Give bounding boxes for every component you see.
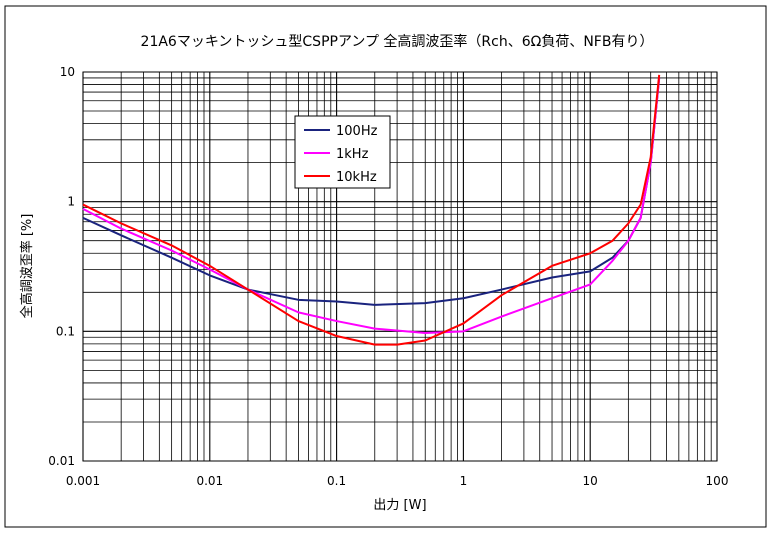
x-tick-label: 0.1 — [327, 474, 346, 488]
legend: 100Hz 1kHz 10kHz — [294, 115, 391, 189]
y-tick-label: 0.01 — [48, 454, 75, 468]
y-axis-ticks: 0.01 0.1 1 10 — [48, 65, 75, 468]
series-lines — [82, 74, 661, 346]
y-tick-label: 0.1 — [56, 324, 75, 338]
plot-area — [82, 71, 718, 462]
series-line — [82, 74, 661, 346]
chart-title: 21A6マッキントッシュ型CSPPアンプ 全高調波歪率（Rch、6Ω負荷、NFB… — [141, 33, 654, 50]
y-axis-label: 全高調波歪率 [%] — [19, 214, 35, 319]
x-axis-ticks: 0.001 0.01 0.1 1 10 100 — [66, 474, 729, 488]
legend-label: 1kHz — [336, 147, 369, 162]
legend-label: 100Hz — [336, 124, 378, 139]
x-tick-label: 10 — [583, 474, 598, 488]
x-axis-label: 出力 [W] — [373, 498, 426, 513]
y-tick-label: 10 — [60, 65, 75, 79]
x-tick-label: 1 — [460, 474, 468, 488]
legend-label: 10kHz — [336, 170, 377, 185]
x-tick-label: 0.01 — [196, 474, 223, 488]
x-tick-label: 0.001 — [66, 474, 100, 488]
chart-frame — [4, 5, 767, 528]
x-tick-label: 100 — [706, 474, 729, 488]
y-tick-label: 1 — [67, 195, 75, 209]
